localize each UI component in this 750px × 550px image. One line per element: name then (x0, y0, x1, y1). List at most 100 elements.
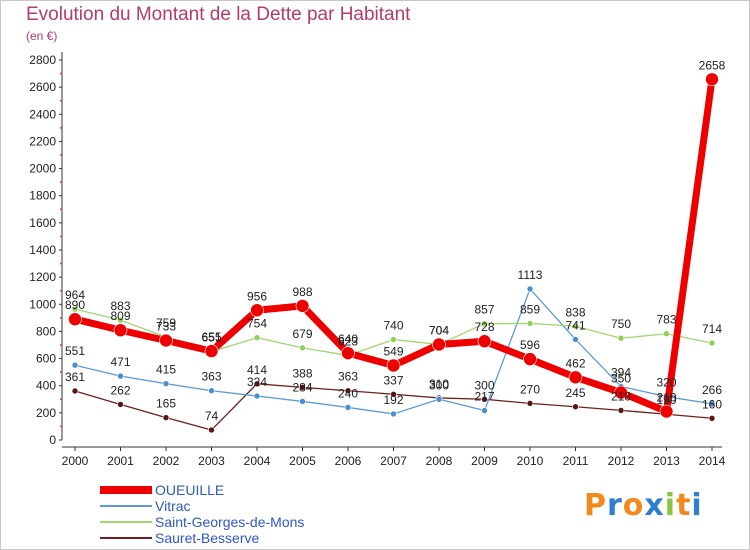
data-point (162, 380, 170, 387)
x-tick-label: 2008 (426, 454, 453, 468)
data-label: 266 (702, 383, 722, 397)
data-point (295, 299, 310, 313)
proxiti-logo: Proxiti (584, 488, 703, 523)
logo-letter: t (676, 488, 692, 523)
data-point (526, 285, 534, 293)
data-point (117, 372, 124, 380)
y-tick-label: 2000 (29, 162, 56, 176)
data-point (526, 320, 534, 327)
data-point (71, 305, 79, 313)
data-point (250, 303, 264, 318)
data-label: 218 (611, 389, 631, 403)
data-label: 679 (292, 327, 312, 341)
legend-label: OUEUILLE (155, 482, 225, 498)
data-label: 217 (474, 390, 494, 404)
data-point (162, 414, 170, 421)
data-label: 714 (702, 322, 722, 336)
data-label: 640 (338, 332, 358, 346)
data-label: 741 (565, 318, 585, 332)
y-tick-label: 2800 (29, 53, 56, 67)
logo-letter: P (584, 488, 607, 523)
x-tick-label: 2002 (153, 454, 180, 468)
data-label: 838 (565, 305, 585, 319)
data-point (344, 387, 352, 395)
data-point (68, 312, 82, 327)
data-label: 324 (247, 375, 267, 389)
data-label: 857 (474, 303, 494, 317)
data-label: 783 (656, 313, 676, 327)
legend-label: Saint-Georges-de-Mons (155, 514, 305, 530)
data-point (344, 404, 352, 411)
data-point (708, 339, 716, 347)
data-point (117, 401, 124, 408)
data-point (481, 320, 488, 327)
data-point (71, 361, 79, 369)
y-tick-label: 2400 (29, 107, 56, 121)
data-point (572, 403, 579, 411)
data-label: 728 (474, 320, 494, 334)
data-label: 240 (338, 386, 358, 400)
data-label: 270 (520, 382, 540, 396)
data-point (663, 330, 670, 338)
series-layer (68, 72, 719, 434)
data-label: 300 (429, 378, 449, 392)
data-label: 551 (65, 344, 85, 358)
data-point (390, 410, 397, 418)
data-point (253, 380, 261, 388)
data-label: 415 (156, 363, 176, 377)
y-tick-label: 2600 (29, 80, 56, 94)
data-label: 394 (611, 366, 631, 380)
data-point (390, 336, 397, 343)
data-point (568, 370, 583, 385)
x-tick-label: 2013 (653, 454, 680, 468)
data-label: 655 (201, 330, 221, 344)
data-point (572, 322, 579, 330)
data-label: 284 (292, 380, 312, 394)
axes: 0 200 400 600 800 1000 1200 1400 1600 1800 2000 220… (29, 52, 726, 468)
y-tick-label: 400 (36, 379, 56, 393)
x-tick-label: 2000 (62, 454, 89, 468)
data-point (71, 387, 79, 395)
data-label: 964 (65, 288, 85, 302)
data-label: 337 (383, 373, 403, 387)
data-point (617, 407, 625, 414)
chart-unit-label: (en €) (26, 29, 58, 43)
y-tick-label: 1400 (29, 243, 56, 257)
data-label: 363 (201, 370, 221, 384)
series-oueuille (68, 72, 719, 419)
data-label: 320 (656, 376, 676, 390)
data-label: 165 (156, 397, 176, 411)
x-tick-label: 2006 (335, 454, 362, 468)
legend: OUEUILLE Vitrac Saint-Georges-de-Mons Saure… (100, 482, 360, 546)
data-point (481, 395, 488, 403)
data-label: 74 (205, 409, 219, 423)
data-label: 300 (474, 378, 494, 392)
data-point (253, 334, 261, 341)
data-label: 462 (565, 356, 585, 370)
data-point (253, 392, 261, 400)
data-label: 471 (110, 355, 130, 369)
data-label: 956 (247, 289, 267, 303)
data-label: 890 (65, 298, 85, 312)
data-label: 388 (292, 366, 312, 380)
data-label: 623 (338, 334, 358, 348)
y-tick-label: 2200 (29, 134, 56, 148)
y-tick-label: 1000 (29, 297, 56, 311)
data-point (572, 336, 579, 343)
logo-letter: x (644, 488, 665, 523)
data-point (659, 404, 674, 419)
data-label: 809 (110, 309, 130, 323)
legend-item: Vitrac (100, 498, 360, 514)
x-tick-label: 2003 (198, 454, 225, 468)
legend-swatch (100, 486, 152, 494)
data-point (614, 385, 628, 400)
data-point (299, 384, 306, 391)
legend-label: Sauret-Besserve (155, 530, 260, 546)
data-label: 733 (156, 320, 176, 334)
x-tick-label: 2009 (471, 454, 498, 468)
x-tick-label: 2010 (517, 454, 544, 468)
data-label: 361 (65, 370, 85, 384)
data-point (208, 426, 215, 434)
